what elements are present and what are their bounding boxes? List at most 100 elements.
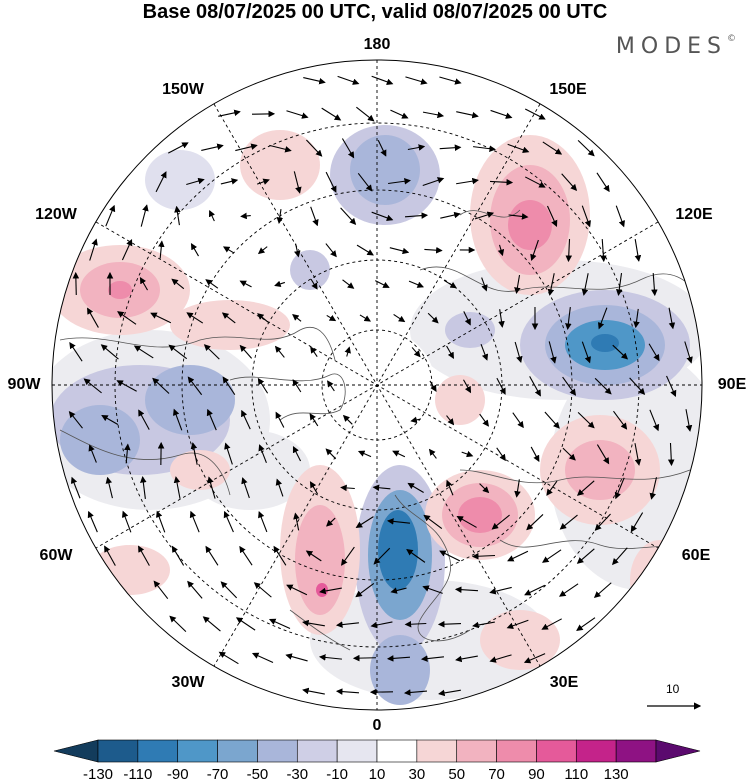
wind-arrow	[512, 412, 524, 429]
brand-mark: ©	[727, 34, 736, 44]
wind-arrow	[684, 341, 693, 364]
wind-arrow	[337, 75, 360, 85]
wind-arrow	[241, 409, 251, 430]
wind-arrow	[668, 307, 676, 330]
wind-arrow	[576, 480, 595, 496]
wind-arrow	[667, 442, 675, 467]
wind-arrow	[544, 411, 560, 429]
wind-arrow	[455, 655, 478, 663]
wind-arrow	[454, 586, 479, 593]
wind-arrow	[208, 209, 215, 222]
modes-logo: MODES©	[616, 34, 736, 59]
wind-arrow	[140, 475, 147, 499]
wind-arrow	[576, 548, 595, 564]
wind-arrow	[389, 247, 410, 255]
wind-arrow	[581, 341, 591, 364]
colorbar-box	[456, 739, 497, 763]
wind-arrow	[439, 144, 462, 151]
wind-arrow	[87, 510, 98, 533]
wind-arrow	[138, 409, 150, 430]
wind-arrow	[257, 246, 268, 255]
wind-arrow	[318, 654, 342, 661]
colorbar-underflow	[53, 739, 99, 763]
colorbar-tick-label: 10	[368, 766, 386, 783]
wind-arrow	[463, 311, 471, 326]
colorbar-tick-label: -110	[123, 766, 153, 783]
colorbar-box	[496, 739, 537, 763]
wind-arrow	[310, 206, 319, 227]
wind-arrow	[593, 582, 612, 598]
wind-arrow	[546, 205, 558, 228]
wind-arrow	[479, 483, 490, 494]
wind-arrow	[600, 238, 607, 263]
wind-arrow	[373, 547, 391, 565]
wind-arrow	[633, 308, 640, 329]
wind-arrow	[565, 307, 572, 331]
wind-arrow	[529, 376, 541, 397]
wind-arrow	[375, 280, 390, 288]
colorbar-box	[336, 739, 378, 763]
wind-arrow	[325, 171, 337, 193]
wind-arrow	[222, 246, 235, 254]
wind-arrow	[489, 586, 512, 595]
wind-arrow	[202, 616, 221, 632]
wind-arrow	[479, 413, 490, 427]
colorbar-tick-label: -10	[326, 766, 348, 783]
wind-arrow	[207, 476, 216, 499]
wind-arrow	[69, 341, 83, 362]
wind-arrow	[150, 312, 172, 324]
wind-arrow	[514, 479, 521, 498]
wind-arrow	[187, 376, 203, 396]
wind-arrow	[523, 653, 546, 664]
wind-arrow	[89, 238, 98, 261]
wind-arrow	[269, 144, 292, 153]
wind-arrow	[615, 273, 623, 296]
wind-arrow	[187, 580, 203, 599]
wind-arrow	[524, 176, 546, 188]
wind-arrow	[357, 450, 372, 458]
wind-arrow	[440, 211, 461, 219]
wind-arrow	[276, 209, 284, 224]
wind-arrow	[325, 243, 337, 258]
wind-arrow	[220, 178, 239, 185]
wind-arrow	[446, 479, 454, 496]
wind-arrow	[407, 144, 426, 151]
wind-arrow	[340, 546, 355, 566]
lon-label-150e: 150E	[549, 81, 587, 98]
wind-arrow	[190, 442, 198, 465]
wind-arrow	[235, 143, 258, 152]
colorbar-overflow	[655, 739, 701, 763]
wind-arrow	[218, 651, 239, 665]
wind-arrow	[371, 211, 394, 221]
wind-arrow	[286, 584, 308, 596]
wind-arrow	[258, 511, 268, 533]
wind-arrow	[292, 379, 302, 393]
wind-arrow	[562, 376, 577, 396]
wind-arrow	[649, 409, 660, 432]
wind-arrow	[456, 177, 479, 185]
wind-arrow	[286, 110, 309, 119]
wind-arrow	[101, 414, 119, 425]
wind-arrow	[428, 448, 437, 459]
wind-arrow	[88, 444, 97, 463]
wind-arrow	[408, 280, 424, 288]
wind-arrow	[490, 109, 513, 119]
wind-arrow	[342, 279, 355, 289]
wind-arrow	[439, 550, 461, 562]
wind-arrow	[218, 109, 241, 117]
wind-arrow	[306, 139, 323, 157]
wind-arrow	[596, 444, 610, 465]
wind-arrow	[393, 313, 406, 323]
wind-arrow	[524, 584, 546, 596]
brand-text: MODES	[615, 34, 727, 59]
lon-label-30e: 30E	[549, 674, 579, 691]
wind-arrow	[390, 109, 409, 119]
wind-arrow	[155, 171, 167, 193]
wind-arrow	[303, 77, 326, 85]
wind-arrow	[651, 272, 658, 297]
wind-arrow	[546, 480, 558, 496]
wind-arrow	[257, 377, 269, 394]
wind-arrow	[186, 312, 204, 324]
colorbar-tick-label: 70	[488, 766, 505, 783]
wind-arrow	[424, 246, 443, 254]
